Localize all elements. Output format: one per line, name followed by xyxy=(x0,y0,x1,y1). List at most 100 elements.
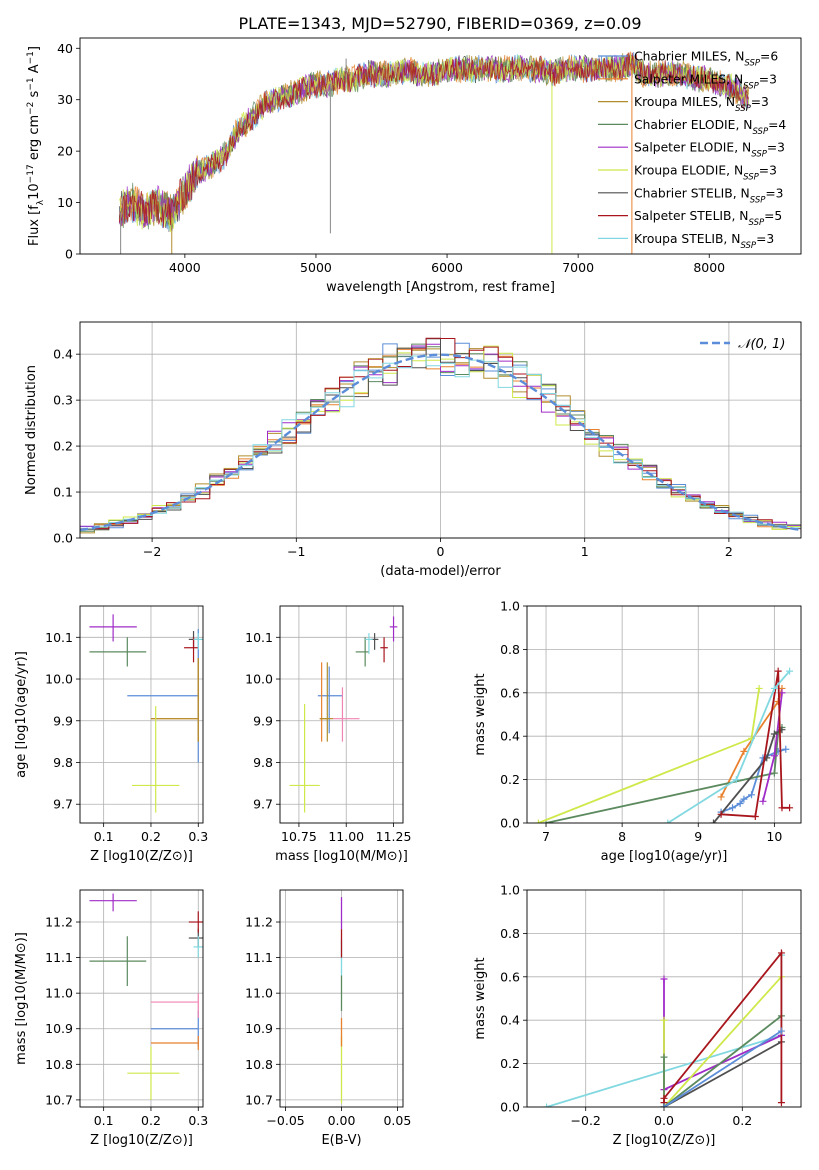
mass-weight-line xyxy=(663,950,783,1103)
x-axis-label: wavelength [Angstrom, rest frame] xyxy=(326,280,555,295)
y-tick-label: 0.4 xyxy=(53,347,73,362)
legend-label: Kroupa ELODIE, NSSP=3 xyxy=(634,164,777,183)
axes-frame xyxy=(79,321,802,539)
legend-label: Kroupa MILES, NSSP=3 xyxy=(634,95,769,114)
mass-weight-marker xyxy=(660,975,668,983)
legend-nssp-value: =3 xyxy=(759,164,777,178)
panel-spectrum: 4000 5000 6000 7000 8000 0 10 20 30 40 wavelength … xyxy=(26,37,802,295)
y-tick-label: 9.9 xyxy=(253,713,273,728)
figure-title: PLATE=1343, MJD=52790, FIBERID=0369, z=0… xyxy=(238,14,641,33)
y-axis-label-part: −2 xyxy=(26,102,36,115)
y-tick-label: 11.0 xyxy=(245,986,273,1001)
y-axis-label-part: λ xyxy=(36,199,46,205)
mass-weight-marker xyxy=(732,776,740,784)
y-tick-label: 0.0 xyxy=(500,816,520,831)
legend-nssp-sub: SSP xyxy=(750,195,766,205)
legend-nssp-sub: SSP xyxy=(744,59,760,69)
mass-weight-marker xyxy=(740,795,748,803)
y-tick-label: 0.0 xyxy=(53,531,73,546)
mass-weight-marker xyxy=(782,745,790,753)
x-tick-label: 1 xyxy=(581,544,589,559)
mass-weight-marker xyxy=(736,799,744,807)
y-tick-label: 10.1 xyxy=(45,630,73,645)
mass-weight-marker xyxy=(770,752,778,760)
mass-weight-marker xyxy=(755,684,763,692)
y-tick-label: 0.8 xyxy=(500,642,520,657)
mass-weight-marker xyxy=(534,819,542,823)
legend: Chabrier MILES, NSSP=6 Salpeter MILES, NS… xyxy=(598,50,786,251)
legend-nssp-sub: SSP xyxy=(735,104,751,114)
legend-nssp-value: =3 xyxy=(759,72,777,86)
normal-curve xyxy=(80,353,801,532)
mass-weight-line xyxy=(720,688,783,798)
legend-nssp-sub: SSP xyxy=(749,218,765,228)
mass-weight-marker xyxy=(748,791,756,799)
y-tick-label: 20 xyxy=(57,144,73,159)
y-tick-label: 9.8 xyxy=(53,755,73,770)
y-tick-label: 10.0 xyxy=(245,672,273,687)
y-tick-label: 40 xyxy=(57,41,73,56)
legend-nssp-sub: SSP xyxy=(751,150,767,160)
y-tick-label: 10.9 xyxy=(245,1021,273,1036)
y-axis-label-part: −1 xyxy=(26,77,36,90)
y-axis-label: age [log10(age/yr)] xyxy=(14,651,29,778)
x-tick-label: 0.1 xyxy=(94,829,114,844)
legend-label: Chabrier MILES, NSSP=6 xyxy=(634,50,778,69)
y-tick-label: 0.0 xyxy=(500,1100,520,1115)
plot-area xyxy=(289,616,398,813)
x-tick-label: 0.1 xyxy=(94,1113,114,1128)
x-tick-label: −1 xyxy=(287,544,305,559)
mass-weight-marker xyxy=(777,1099,785,1107)
y-tick-label: 0.8 xyxy=(500,926,520,941)
legend-label: Salpeter STELIB, NSSP=5 xyxy=(634,209,782,228)
mass-weight-marker xyxy=(660,1016,668,1024)
legend-nssp-sub: SSP xyxy=(740,241,756,251)
mass-weight-marker xyxy=(709,819,717,823)
panel-mass-vs-Z: 0.1 0.2 0.3 10.7 10.8 10.9 11.0 11.1 11.2 Z [log1… xyxy=(14,889,208,1148)
legend-nssp-value: =3 xyxy=(751,95,769,109)
y-tick-label: 0.6 xyxy=(500,969,520,984)
legend-series-name: Salpeter ELODIE, N xyxy=(634,141,751,155)
legend-nssp-value: =3 xyxy=(765,186,783,200)
y-tick-label: 30 xyxy=(57,92,73,107)
mass-weight-line xyxy=(663,976,783,1107)
y-tick-label: 11.1 xyxy=(45,950,73,965)
axes-frame xyxy=(526,889,802,1108)
panel-mass-weight-vs-age: 7 8 9 10 0.0 0.2 0.4 0.6 0.8 1.0 age [log10(age/yr… xyxy=(473,599,802,864)
mass-weight-marker xyxy=(729,804,736,812)
legend-label: Salpeter MILES, NSSP=3 xyxy=(634,72,777,91)
y-tick-label: 11.2 xyxy=(245,915,273,930)
legend-nssp-value: =3 xyxy=(767,141,785,155)
legend-series-name: Chabrier STELIB, N xyxy=(634,186,750,200)
y-tick-label: 1.0 xyxy=(500,599,520,614)
mass-weight-line xyxy=(538,688,760,823)
y-axis-label-part: −17 xyxy=(26,164,36,183)
plot-area xyxy=(80,337,801,534)
y-tick-label: 9.9 xyxy=(53,713,73,728)
x-axis-label: (data-model)/error xyxy=(380,564,501,579)
mass-weight-line xyxy=(663,1030,782,1107)
spectrum-line xyxy=(118,52,749,228)
y-tick-label: 10.8 xyxy=(45,1057,73,1072)
axes-frame xyxy=(79,37,802,255)
x-tick-label: 0.00 xyxy=(328,1113,356,1128)
axes-frame xyxy=(79,889,204,1108)
y-tick-label: 0.2 xyxy=(53,439,73,454)
x-tick-label: −0.2 xyxy=(571,1113,601,1128)
legend-series-name: Kroupa MILES, N xyxy=(634,95,735,109)
y-tick-label: 9.7 xyxy=(253,797,273,812)
x-tick-label: −2 xyxy=(143,544,161,559)
mass-weight-line xyxy=(667,670,791,823)
grid xyxy=(80,890,203,1107)
plot-area xyxy=(543,949,785,1107)
y-tick-label: 9.8 xyxy=(253,755,273,770)
mass-weight-marker xyxy=(770,730,778,738)
plot-area xyxy=(118,51,749,254)
y-tick-label: 11.2 xyxy=(45,915,73,930)
y-axis-label: mass [log10(M/M⊙)] xyxy=(14,932,29,1065)
mass-weight-marker xyxy=(777,949,785,957)
legend-label: Kroupa STELIB, NSSP=3 xyxy=(634,232,774,251)
mass-weight-marker xyxy=(660,1103,668,1107)
x-tick-label: −0.05 xyxy=(266,1113,304,1128)
x-tick-label: 8 xyxy=(618,829,626,844)
